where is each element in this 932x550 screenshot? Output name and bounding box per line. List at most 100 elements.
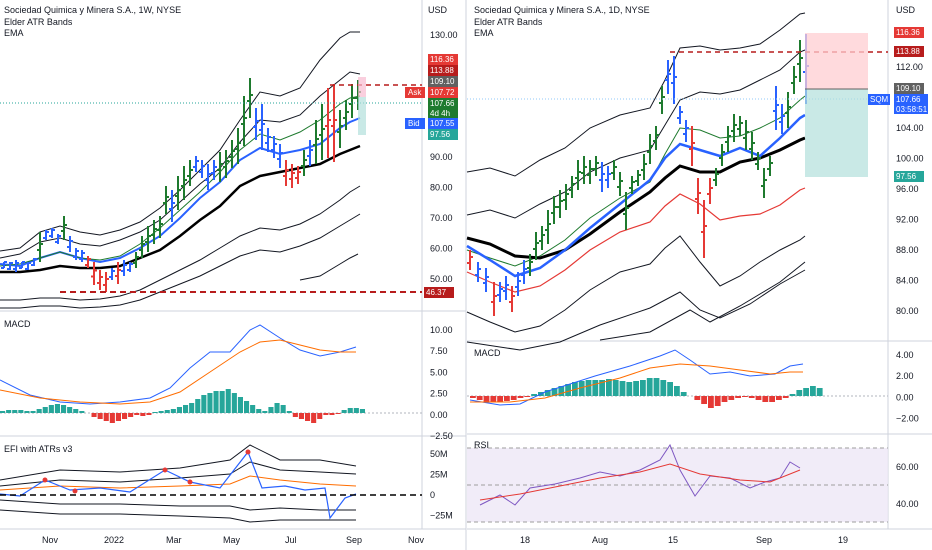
axis-tick-label: −25M <box>430 511 453 521</box>
right-rsi-axis[interactable]: 60.00 40.00 <box>896 462 919 509</box>
left-macd-axis[interactable]: 10.00 7.50 5.00 2.50 0.00 −2.50 <box>430 325 453 441</box>
macd-histogram-bar <box>497 396 503 402</box>
macd-histogram-bar <box>701 396 707 404</box>
right-currency: USD <box>896 5 916 15</box>
axis-tick-label: 88.00 <box>896 245 919 255</box>
time-tick-label: Sep <box>346 535 362 545</box>
left-indicator-ema: EMA <box>4 28 24 38</box>
macd-histogram-bar <box>728 396 735 400</box>
left-time-axis[interactable]: Nov 2022 Mar May Jul Sep Nov <box>42 535 425 545</box>
time-tick-label: 19 <box>838 535 848 545</box>
right-indicator-ema: EMA <box>474 28 494 38</box>
time-tick-label: Nov <box>42 535 59 545</box>
left-support-value: 46.37 <box>426 288 447 297</box>
macd-histogram-bar <box>30 411 36 413</box>
axis-tick-label: 0.00 <box>896 392 914 402</box>
axis-tick-label: 112.00 <box>896 62 923 72</box>
axis-tick-label: −2.00 <box>896 414 919 424</box>
left-ask-label: Ask <box>408 88 422 97</box>
macd-histogram-bar <box>640 380 646 396</box>
macd-histogram-bar <box>667 382 673 396</box>
macd-histogram-bar <box>748 396 755 398</box>
time-tick-label: May <box>223 535 241 545</box>
macd-histogram-bar <box>653 378 660 396</box>
macd-histogram-bar <box>565 384 571 396</box>
axis-tick-label: 25M <box>430 470 448 480</box>
left-efi-axis[interactable]: 50M 25M 0 −25M <box>430 449 453 521</box>
macd-histogram-bar <box>237 397 243 413</box>
axis-tick-label: 2.50 <box>430 389 448 399</box>
macd-histogram-bar <box>18 410 24 413</box>
macd-histogram-bar <box>250 405 256 413</box>
macd-histogram-bar <box>292 413 298 417</box>
right-rsi-pane[interactable] <box>467 443 888 523</box>
macd-histogram-bar <box>128 413 134 417</box>
right-macd-pane[interactable] <box>467 349 888 408</box>
macd-histogram-bar <box>317 413 323 419</box>
right-macd-axis[interactable]: 4.00 2.00 0.00 −2.00 <box>896 350 919 424</box>
macd-histogram-bar <box>599 380 605 396</box>
axis-tick-label: 60.00 <box>430 244 453 254</box>
left-bid-label: Bid <box>408 119 420 128</box>
macd-histogram-bar <box>694 396 701 400</box>
right-price-pane[interactable] <box>466 12 888 351</box>
left-macd-pane[interactable] <box>0 324 422 423</box>
macd-histogram-bar <box>359 409 365 413</box>
axis-tick-label: 2.00 <box>896 371 914 381</box>
right-high-value: 116.36 <box>896 28 920 37</box>
left-ask-label-tag <box>405 87 425 98</box>
macd-histogram-bar <box>606 379 612 396</box>
axis-tick-label: 100.00 <box>896 154 924 164</box>
left-last-tag <box>428 76 458 87</box>
right-macd-title: MACD <box>474 348 501 358</box>
macd-histogram-bar <box>476 396 483 400</box>
macd-histogram-bar <box>213 391 219 413</box>
macd-histogram-bar <box>201 395 207 413</box>
macd-histogram-bar <box>510 396 517 400</box>
right-symbol: SQM <box>870 95 889 104</box>
right-chart-title: Sociedad Quimica y Minera S.A., 1D, NYSE <box>474 5 650 15</box>
macd-histogram-bar <box>305 413 311 421</box>
macd-histogram-bar <box>578 381 585 396</box>
left-target-tag <box>428 129 458 140</box>
right-symbol-tag <box>868 94 890 105</box>
macd-histogram-bar <box>158 411 164 413</box>
macd-histogram-bar <box>134 413 140 415</box>
macd-histogram-bar <box>61 405 67 413</box>
macd-histogram-bar <box>109 413 115 423</box>
macd-histogram-bar <box>298 413 304 419</box>
macd-histogram-bar <box>286 411 292 413</box>
right-last-tag <box>894 83 924 94</box>
axis-tick-label: 0 <box>430 490 435 500</box>
macd-histogram-bar <box>803 388 809 396</box>
macd-histogram-bar <box>742 396 748 397</box>
macd-histogram-bar <box>558 386 565 396</box>
axis-tick-label: 130.00 <box>430 30 458 40</box>
right-indicator-atr: Elder ATR Bands <box>474 17 543 27</box>
macd-histogram-bar <box>170 409 176 413</box>
macd-histogram-bar <box>36 409 42 413</box>
axis-tick-label: 80.00 <box>896 306 919 316</box>
left-price-pane[interactable] <box>0 31 422 309</box>
macd-histogram-bar <box>619 381 626 396</box>
right-target-tag <box>894 171 924 182</box>
time-tick-label: Sep <box>756 535 772 545</box>
macd-histogram-bar <box>816 388 823 396</box>
axis-tick-label: 40.00 <box>896 499 919 509</box>
macd-histogram-bar <box>67 407 73 413</box>
macd-histogram-bar <box>646 378 653 396</box>
macd-histogram-bar <box>674 386 680 396</box>
macd-histogram-bar <box>183 405 189 413</box>
macd-histogram-bar <box>524 396 531 397</box>
left-bid-tag <box>428 118 458 129</box>
macd-histogram-bar <box>633 381 639 396</box>
macd-histogram-bar <box>122 413 128 419</box>
right-time-axis[interactable]: 18 Aug 15 Sep 19 <box>520 535 848 545</box>
axis-tick-label: 7.50 <box>430 346 448 356</box>
macd-histogram-bar <box>335 413 341 414</box>
axis-tick-label: 96.00 <box>896 184 919 194</box>
macd-histogram-bar <box>660 380 667 396</box>
left-ask-value: 107.72 <box>430 88 455 97</box>
left-efi-pane[interactable] <box>0 444 422 523</box>
